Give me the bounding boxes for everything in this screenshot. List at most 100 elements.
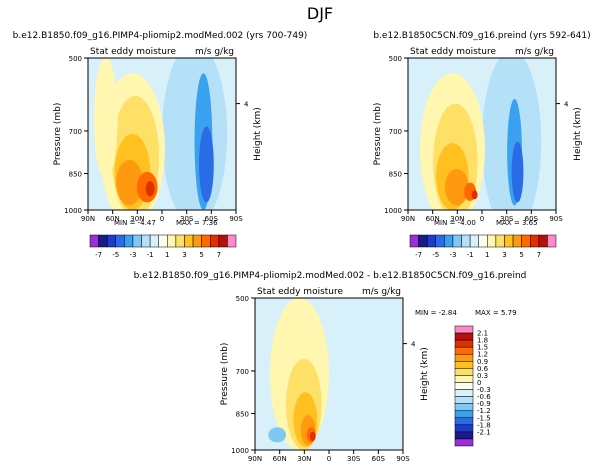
panel-title: b.e12.B1850C5CN.f09_g16.preind (yrs 592-… [373,31,590,41]
panel-bottom: b.e12.B1850.f09_g16.PIMP4-pliomip2.modMe… [134,271,527,463]
colorbar-cell [192,234,202,248]
panel-top-right: b.e12.B1850C5CN.f09_g16.preind (yrs 592-… [373,31,591,259]
y2-tick-label: 4 [244,101,249,109]
colorbar-cell [201,234,211,248]
colorbar-cell [521,234,531,248]
colorbar-cell [426,234,437,248]
x-tick-label: 30S [347,455,361,463]
colorbar-cell [512,234,522,248]
colorbar-label: 1 [485,251,489,259]
colorbar-cell [454,346,474,355]
colorbar-cell [98,234,108,248]
x-tick-label: 90S [549,215,563,223]
contour-region [380,430,396,446]
colorbar-label: 7 [537,251,541,259]
x-tick-label: 90N [401,215,415,223]
x-tick-label: 30S [500,215,514,223]
colorbar-label: 7 [217,251,221,259]
colorbar-label: -1.2 [477,407,491,415]
colorbar-cell [132,234,142,248]
contour-region [116,159,143,206]
contour-region [309,431,316,441]
colorbar-cell [454,424,474,433]
y-tick-label: 850 [389,171,402,179]
colorbar-cell [547,234,557,248]
colorbar-label: 2.1 [477,330,488,338]
x-tick-label: 0 [327,455,331,463]
colorbar-label: -0.6 [477,393,491,401]
variable-label: Stat eddy moisture [410,47,496,57]
colorbar-label: 0.6 [477,365,489,373]
x-tick-label: 90S [229,215,243,223]
colorbar-label: 1 [165,251,169,259]
colorbar-cell [167,234,177,248]
contour-region [93,58,118,180]
colorbar-cell [454,431,474,440]
colorbar-cell [149,234,159,248]
colorbar-cell [454,361,474,369]
colorbar-cell [529,234,540,248]
contour-region [268,427,287,443]
colorbar-cell [454,332,474,341]
panel-title: b.e12.B1850.f09_g16.PIMP4-pliomip2.modMe… [13,31,308,41]
colorbar-cell [184,234,194,248]
x-tick-label: 30N [450,215,464,223]
x-tick-label: 30N [297,455,311,463]
colorbar-cell [487,234,497,248]
colorbar-label: 3 [182,251,186,259]
colorbar-cell [454,375,474,383]
colorbar-cell [444,234,454,248]
units-label: m/s g/kg [362,287,401,297]
y-axis-label: Pressure (mb) [373,103,383,166]
colorbar-cell [538,234,548,248]
y-tick-label: 700 [389,128,402,136]
colorbar-label: 5 [519,251,523,259]
colorbar-cell [454,438,474,447]
y-axis-label: Pressure (mb) [53,103,63,166]
colorbar-cell [452,234,462,248]
colorbar-cell [454,396,474,404]
x-tick-label: 60S [525,215,539,223]
units-label: m/s g/kg [195,47,234,57]
y-tick-label: 500 [236,295,249,303]
colorbar-label: 0.9 [477,358,488,366]
colorbar-cell [435,234,445,248]
colorbar-label: -0.9 [477,400,491,408]
colorbar-cell [89,234,99,248]
max-label: MAX = 3.65 [496,219,538,227]
variable-label: Stat eddy moisture [257,287,343,297]
y-tick-label: 850 [69,171,82,179]
colorbar-label: 1.5 [477,344,488,352]
y2-tick-label: 4 [411,341,416,349]
y-tick-label: 700 [69,128,82,136]
contour-field [419,58,556,210]
colorbar-label: -7 [415,251,422,259]
colorbar-cell [409,234,419,248]
colorbar-label: -5 [112,251,119,259]
colorbar-label: -5 [432,251,439,259]
x-tick-label: 90N [81,215,95,223]
colorbar-cell [106,234,117,248]
y2-axis-label: Height (km) [253,107,263,161]
colorbar-label: -1.5 [477,414,491,422]
colorbar-cell [454,417,474,426]
colorbar-cell [495,234,505,248]
max-label: MAX = 7.36 [176,219,218,227]
colorbar-cell [454,382,474,390]
x-tick-label: 0 [160,215,164,223]
colorbar-cell [454,389,474,397]
colorbar-cell [218,234,228,248]
x-tick-label: 60S [372,455,386,463]
contour-region [199,126,214,203]
colorbar-label: -0.3 [477,386,491,394]
colorbar-label: -2.1 [477,428,491,436]
y-tick-label: 500 [69,55,82,63]
y2-axis-label: Height (km) [573,107,583,161]
contour-region [331,298,362,435]
colorbar-cell [158,234,168,248]
colorbar-cell [504,234,514,248]
colorbar-cell [227,234,237,248]
panel-title: b.e12.B1850.f09_g16.PIMP4-pliomip2.modMe… [134,271,527,281]
colorbar-label: 1.8 [477,337,488,345]
